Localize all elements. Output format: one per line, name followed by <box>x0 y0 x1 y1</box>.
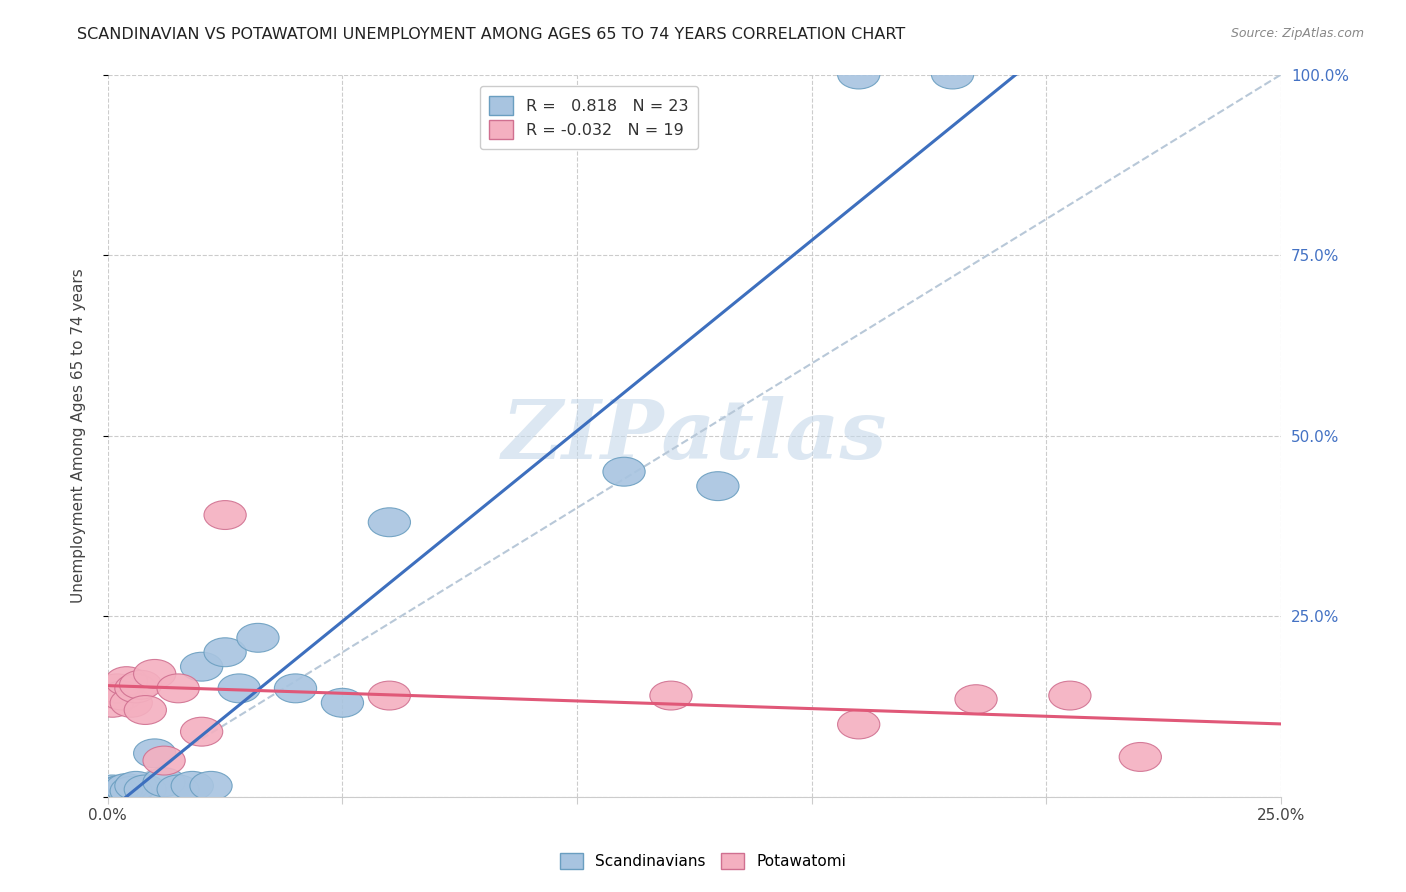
Ellipse shape <box>105 666 148 696</box>
Ellipse shape <box>603 458 645 486</box>
Ellipse shape <box>955 685 997 714</box>
Ellipse shape <box>236 624 278 652</box>
Ellipse shape <box>91 689 134 717</box>
Ellipse shape <box>1049 681 1091 710</box>
Legend: Scandinavians, Potawatomi: Scandinavians, Potawatomi <box>554 847 852 875</box>
Ellipse shape <box>838 60 880 89</box>
Ellipse shape <box>115 772 157 800</box>
Legend: R =   0.818   N = 23, R = -0.032   N = 19: R = 0.818 N = 23, R = -0.032 N = 19 <box>479 87 697 149</box>
Ellipse shape <box>101 775 143 804</box>
Ellipse shape <box>368 508 411 537</box>
Ellipse shape <box>105 773 148 803</box>
Ellipse shape <box>157 775 200 804</box>
Ellipse shape <box>134 659 176 689</box>
Ellipse shape <box>96 776 138 805</box>
Ellipse shape <box>115 674 157 703</box>
Ellipse shape <box>368 681 411 710</box>
Ellipse shape <box>204 500 246 530</box>
Ellipse shape <box>143 768 186 797</box>
Ellipse shape <box>124 696 166 724</box>
Ellipse shape <box>172 772 214 800</box>
Ellipse shape <box>110 689 152 717</box>
Ellipse shape <box>157 674 200 703</box>
Ellipse shape <box>204 638 246 666</box>
Ellipse shape <box>190 772 232 800</box>
Ellipse shape <box>143 746 186 775</box>
Ellipse shape <box>650 681 692 710</box>
Ellipse shape <box>1119 742 1161 772</box>
Ellipse shape <box>120 670 162 699</box>
Text: ZIPatlas: ZIPatlas <box>502 395 887 475</box>
Ellipse shape <box>322 689 364 717</box>
Text: SCANDINAVIAN VS POTAWATOMI UNEMPLOYMENT AMONG AGES 65 TO 74 YEARS CORRELATION CH: SCANDINAVIAN VS POTAWATOMI UNEMPLOYMENT … <box>77 27 905 42</box>
Ellipse shape <box>134 739 176 768</box>
Text: Source: ZipAtlas.com: Source: ZipAtlas.com <box>1230 27 1364 40</box>
Ellipse shape <box>838 710 880 739</box>
Ellipse shape <box>124 775 166 804</box>
Ellipse shape <box>218 674 260 703</box>
Ellipse shape <box>91 775 134 804</box>
Ellipse shape <box>110 776 152 805</box>
Ellipse shape <box>931 60 974 89</box>
Ellipse shape <box>274 674 316 703</box>
Ellipse shape <box>697 472 740 500</box>
Ellipse shape <box>180 717 222 746</box>
Y-axis label: Unemployment Among Ages 65 to 74 years: Unemployment Among Ages 65 to 74 years <box>72 268 86 603</box>
Ellipse shape <box>101 681 143 710</box>
Ellipse shape <box>96 674 138 703</box>
Ellipse shape <box>180 652 222 681</box>
